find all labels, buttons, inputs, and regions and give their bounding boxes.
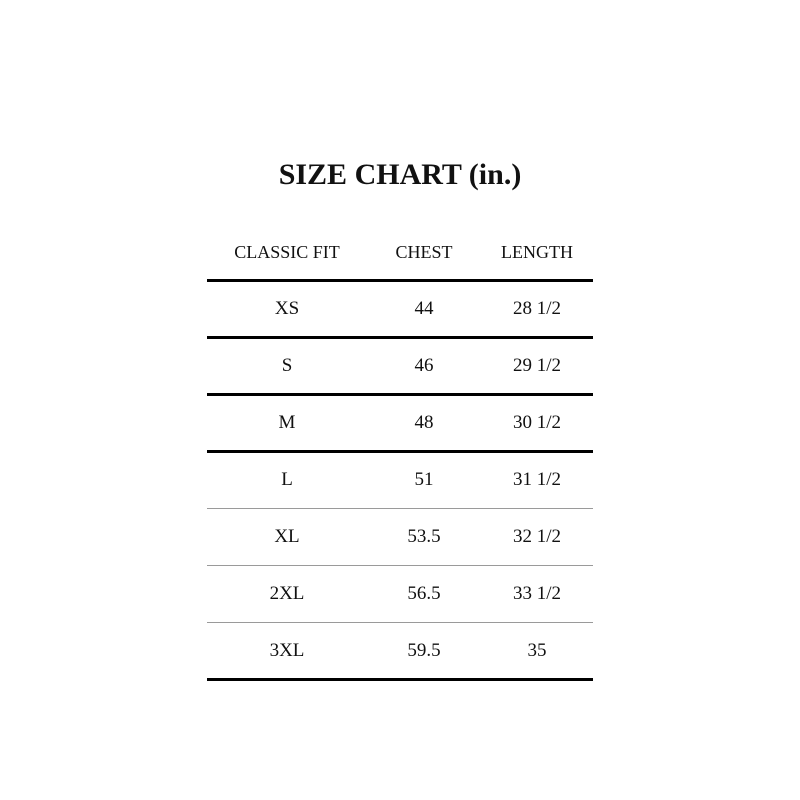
divider — [207, 565, 593, 566]
divider — [207, 393, 593, 396]
table-row: XL 53.5 32 1/2 — [207, 510, 593, 564]
size-cell: M — [278, 412, 296, 433]
chest-cell: 46 — [414, 355, 434, 376]
length-cell: 30 1/2 — [512, 412, 562, 433]
size-cell: XL — [274, 526, 300, 547]
chest-cell: 53.5 — [407, 526, 441, 547]
divider — [207, 279, 593, 282]
chest-cell: 51 — [414, 469, 434, 490]
table-row: 3XL 59.5 35 — [207, 624, 593, 678]
length-cell: 35 — [527, 640, 547, 661]
length-cell: 33 1/2 — [512, 583, 562, 604]
chest-cell: 56.5 — [407, 583, 441, 604]
divider — [207, 336, 593, 339]
table-row: M 48 30 1/2 — [207, 396, 593, 450]
table-row: S 46 29 1/2 — [207, 339, 593, 393]
divider — [207, 678, 593, 681]
chest-cell: 59.5 — [407, 640, 441, 661]
divider — [207, 622, 593, 623]
divider — [207, 508, 593, 509]
size-cell: S — [281, 355, 293, 376]
size-cell: XS — [274, 298, 300, 319]
header-chest: CHEST — [395, 242, 453, 262]
header-classic-fit: CLASSIC FIT — [234, 242, 340, 262]
length-cell: 31 1/2 — [512, 469, 562, 490]
length-cell: 32 1/2 — [512, 526, 562, 547]
length-cell: 29 1/2 — [512, 355, 562, 376]
chest-cell: 48 — [414, 412, 434, 433]
divider — [207, 450, 593, 453]
page-title: SIZE CHART (in.) — [278, 158, 522, 191]
table-row: L 51 31 1/2 — [207, 453, 593, 507]
chest-cell: 44 — [414, 298, 434, 319]
table-row: XS 44 28 1/2 — [207, 282, 593, 336]
size-chart-table: CLASSIC FIT CHEST LENGTH XS 44 28 1/2 S … — [207, 226, 593, 681]
length-cell: 28 1/2 — [512, 298, 562, 319]
table-row: 2XL 56.5 33 1/2 — [207, 567, 593, 621]
size-cell: 2XL — [269, 583, 305, 604]
size-cell: 3XL — [269, 640, 305, 661]
size-cell: L — [281, 469, 293, 490]
header-length: LENGTH — [501, 242, 573, 262]
table-header: CLASSIC FIT CHEST LENGTH — [207, 226, 593, 279]
